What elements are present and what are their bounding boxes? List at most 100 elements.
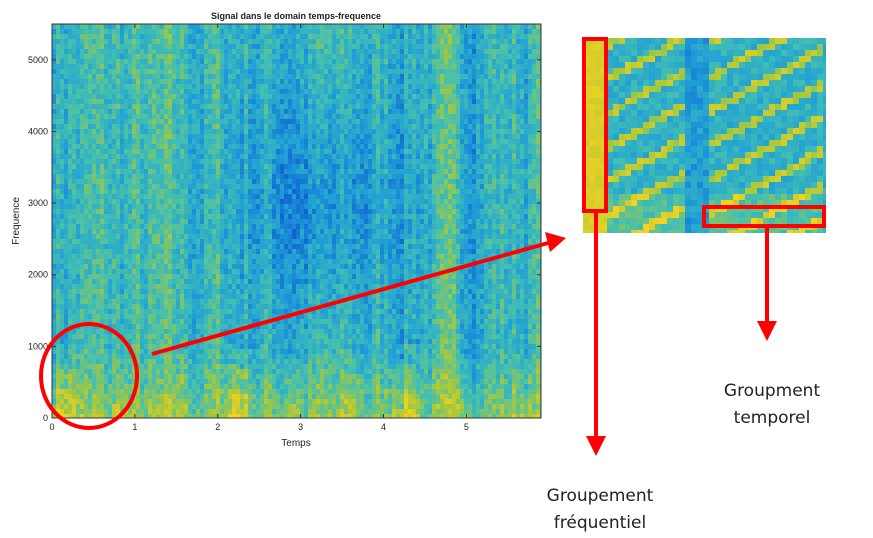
spectrogram-cell — [176, 259, 181, 265]
spectrogram-cell — [84, 79, 89, 85]
spectrogram-cell — [68, 394, 73, 400]
spectrogram-cell — [268, 84, 273, 90]
spectrogram-cell — [220, 24, 225, 30]
spectrogram-cell — [172, 229, 177, 235]
spectrogram-cell — [192, 169, 197, 175]
spectrogram-cell — [60, 24, 65, 30]
spectrogram-cell — [88, 359, 93, 365]
spectrogram-cell — [108, 334, 113, 340]
spectrogram-cell — [88, 84, 93, 90]
spectrogram-cell — [212, 234, 217, 240]
spectrogram-cell — [100, 294, 105, 300]
spectrogram-cell — [296, 389, 301, 395]
spectrogram-cell — [140, 174, 145, 180]
spectrogram-cell — [220, 199, 225, 205]
spectrogram-cell — [60, 389, 65, 395]
spectrogram-cell — [152, 389, 157, 395]
spectrogram-cell — [180, 329, 185, 335]
spectrogram-cell — [196, 324, 201, 330]
spectrogram-cell — [60, 349, 65, 355]
spectrogram-cell — [204, 234, 209, 240]
spectrogram-cell — [92, 314, 97, 320]
spectrogram-cell — [232, 399, 237, 405]
spectrogram-cell — [184, 254, 189, 260]
spectrogram-cell — [292, 54, 297, 60]
spectrogram-cell — [220, 194, 225, 200]
spectrogram-cell — [72, 394, 77, 400]
spectrogram-cell — [184, 134, 189, 140]
spectrogram-cell — [120, 59, 125, 65]
spectrogram-cell — [52, 204, 57, 210]
spectrogram-cell — [100, 414, 105, 418]
spectrogram-cell — [232, 299, 237, 305]
spectrogram-cell — [296, 384, 301, 390]
spectrogram-cell — [244, 179, 249, 185]
spectrogram-cell — [88, 394, 93, 400]
spectrogram-cell — [80, 299, 85, 305]
spectrogram-cell — [104, 224, 109, 230]
spectrogram-cell — [220, 59, 225, 65]
spectrogram-cell — [192, 409, 197, 415]
spectrogram-cell — [176, 34, 181, 40]
spectrogram-cell — [92, 369, 97, 375]
spectrogram-cell — [72, 234, 77, 240]
spectrogram-cell — [236, 69, 241, 75]
spectrogram-cell — [280, 184, 285, 190]
spectrogram-cell — [116, 129, 121, 135]
spectrogram-cell — [200, 39, 205, 45]
spectrogram-cell — [120, 144, 125, 150]
spectrogram-cell — [272, 394, 277, 400]
spectrogram-cell — [244, 364, 249, 370]
spectrogram-cell — [284, 159, 289, 165]
spectrogram-cell — [200, 49, 205, 55]
spectrogram-cell — [112, 104, 117, 110]
spectrogram-cell — [136, 169, 141, 175]
spectrogram-cell — [288, 304, 293, 310]
spectrogram-cell — [84, 109, 89, 115]
spectrogram-cell — [104, 194, 109, 200]
spectrogram-cell — [180, 34, 185, 40]
spectrogram-cell — [112, 279, 117, 285]
spectrogram-cell — [268, 309, 273, 315]
spectrogram-cell — [208, 134, 213, 140]
spectrogram-cell — [256, 24, 261, 30]
spectrogram-cell — [300, 104, 305, 110]
spectrogram-cell — [124, 249, 129, 255]
spectrogram-cell — [296, 404, 301, 410]
spectrogram-cell — [260, 119, 265, 125]
spectrogram-cell — [124, 184, 129, 190]
spectrogram-cell — [124, 99, 129, 105]
spectrogram-cell — [208, 224, 213, 230]
spectrogram-cell — [156, 84, 161, 90]
spectrogram-cell — [200, 54, 205, 60]
spectrogram-cell — [144, 249, 149, 255]
spectrogram-cell — [132, 214, 137, 220]
spectrogram-cell — [104, 109, 109, 115]
spectrogram-cell — [208, 329, 213, 335]
spectrogram-cell — [220, 69, 225, 75]
spectrogram-cell — [120, 239, 125, 245]
spectrogram-cell — [116, 94, 121, 100]
spectrogram-cell — [224, 369, 229, 375]
spectrogram-cell — [280, 344, 285, 350]
spectrogram-cell — [172, 54, 177, 60]
spectrogram-cell — [224, 119, 229, 125]
spectrogram-cell — [172, 234, 177, 240]
spectrogram-cell — [264, 384, 269, 390]
spectrogram-cell — [272, 139, 277, 145]
spectrogram-cell — [284, 99, 289, 105]
spectrogram-cell — [124, 264, 129, 270]
spectrogram-cell — [144, 34, 149, 40]
spectrogram-cell — [164, 179, 169, 185]
spectrogram-cell — [164, 374, 169, 380]
spectrogram-cell — [140, 114, 145, 120]
spectrogram-cell — [240, 354, 245, 360]
spectrogram-cell — [84, 64, 89, 70]
spectrogram-cell — [80, 74, 85, 80]
spectrogram-cell — [60, 289, 65, 295]
spectrogram-cell — [96, 234, 101, 240]
spectrogram-cell — [176, 249, 181, 255]
spectrogram-cell — [300, 164, 305, 170]
spectrogram-cell — [56, 259, 61, 265]
spectrogram-cell — [84, 314, 89, 320]
